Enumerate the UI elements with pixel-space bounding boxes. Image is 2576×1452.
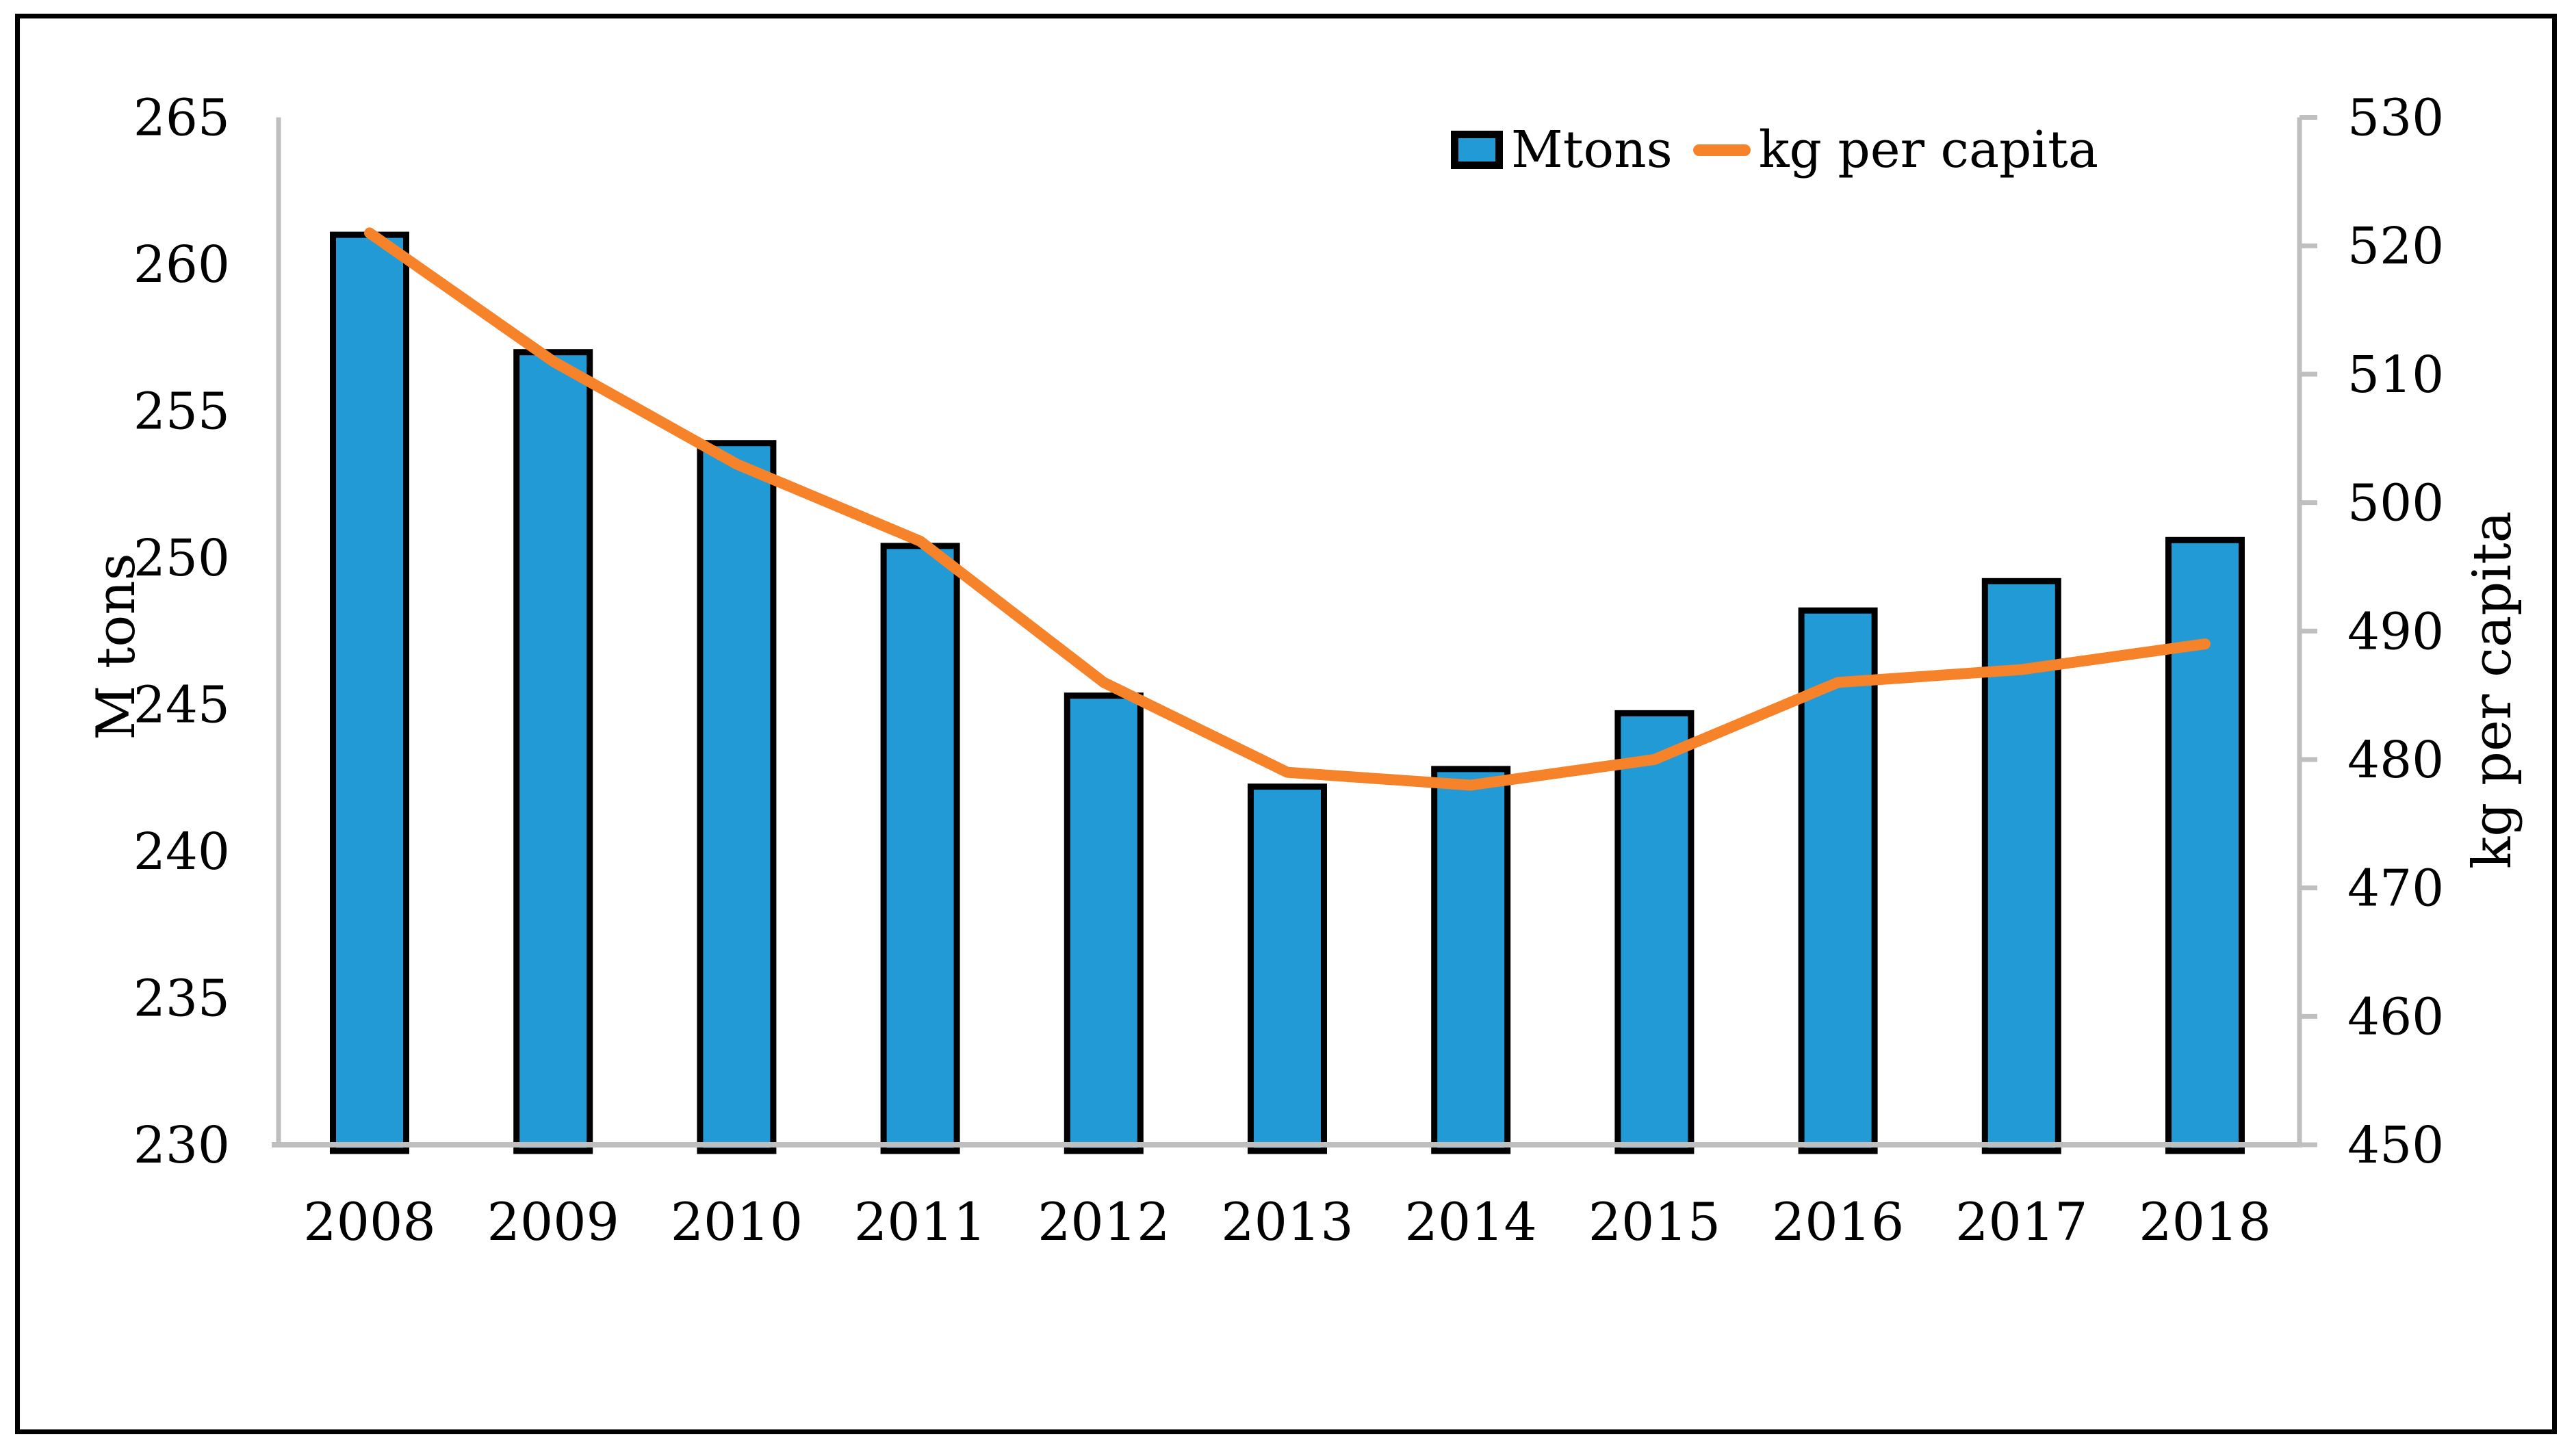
bar-2011 <box>880 543 960 1154</box>
left-axis-tick-label: 255 <box>133 383 230 441</box>
bar-2009 <box>513 349 593 1154</box>
x-axis-label-2017: 2017 <box>1955 1191 2087 1252</box>
right-axis-tick-label: 450 <box>2347 1116 2444 1175</box>
x-axis-label-2009: 2009 <box>487 1191 619 1252</box>
right-axis-tick-label: 470 <box>2347 859 2444 918</box>
right-axis-tick-label: 460 <box>2347 987 2444 1046</box>
left-axis-tick-label: 265 <box>133 89 230 148</box>
right-axis-tick-label: 490 <box>2347 602 2444 661</box>
right-axis-tick-label: 520 <box>2347 217 2444 276</box>
x-axis-label-2013: 2013 <box>1221 1191 1353 1252</box>
bar-2012 <box>1064 692 1144 1154</box>
legend-line-label: kg per capita <box>1758 120 2098 179</box>
right-axis-tick-label: 530 <box>2347 89 2444 148</box>
legend-bar-label: Mtons <box>1511 120 1673 179</box>
bar-2008 <box>330 231 409 1154</box>
bar-2018 <box>2165 536 2245 1154</box>
bar-2015 <box>1614 710 1695 1154</box>
right-axis-tick-label: 510 <box>2347 346 2444 404</box>
left-axis-tick-label: 245 <box>133 676 230 735</box>
x-axis-label-2018: 2018 <box>2139 1191 2271 1252</box>
legend: Mtons kg per capita <box>1451 120 2098 179</box>
left-axis-tick-label: 260 <box>133 235 230 294</box>
kg-per-capita-line <box>364 227 2211 791</box>
x-axis-label-2011: 2011 <box>854 1191 986 1252</box>
x-axis-label-2016: 2016 <box>1772 1191 1904 1252</box>
left-axis-tick-label: 235 <box>133 970 230 1028</box>
left-axis-tick-label: 240 <box>133 822 230 881</box>
left-axis-tick-label: 250 <box>133 529 230 588</box>
bar-2013 <box>1248 783 1327 1154</box>
x-axis-label-2014: 2014 <box>1404 1191 1536 1252</box>
bar-2014 <box>1431 766 1511 1154</box>
bar-2016 <box>1798 607 1878 1154</box>
right-axis-tick-label: 500 <box>2347 474 2444 533</box>
left-axis-tick-label: 230 <box>133 1116 230 1175</box>
legend-bar-swatch-icon <box>1451 131 1503 169</box>
x-axis-label-2015: 2015 <box>1588 1191 1721 1252</box>
legend-line-sample-icon <box>1692 144 1751 156</box>
x-axis-label-2012: 2012 <box>1038 1191 1170 1252</box>
left-axis-title: M tons <box>86 553 147 740</box>
right-axis-title: kg per capita <box>2462 510 2523 869</box>
x-axis-label-2010: 2010 <box>671 1191 803 1252</box>
figure-border <box>15 14 2557 1434</box>
x-axis-label-2008: 2008 <box>303 1191 435 1252</box>
bar-2010 <box>697 440 777 1154</box>
right-axis-tick-label: 480 <box>2347 731 2444 790</box>
